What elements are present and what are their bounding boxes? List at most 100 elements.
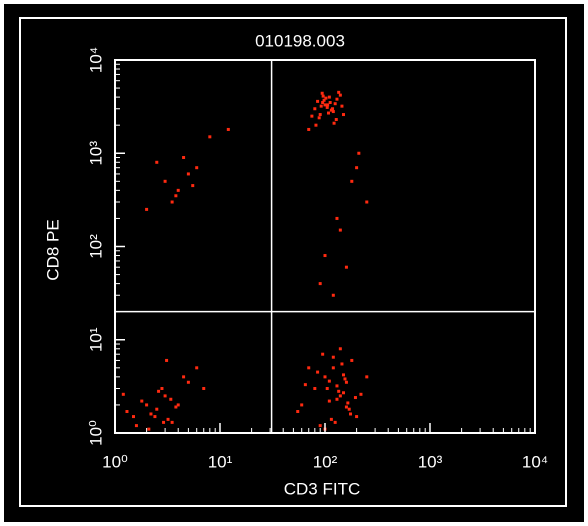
data-point bbox=[318, 424, 322, 428]
background bbox=[4, 4, 584, 522]
data-point bbox=[323, 375, 327, 379]
data-point bbox=[303, 383, 307, 387]
data-point bbox=[317, 116, 321, 120]
data-point bbox=[208, 135, 212, 139]
data-point bbox=[195, 166, 199, 170]
data-point bbox=[328, 101, 332, 105]
data-point bbox=[313, 387, 317, 391]
data-point bbox=[355, 166, 359, 170]
data-point bbox=[191, 184, 195, 188]
data-point bbox=[365, 375, 369, 379]
data-point bbox=[327, 111, 331, 115]
y-tick-label: 10² bbox=[86, 234, 105, 259]
data-point bbox=[331, 107, 335, 111]
data-point bbox=[140, 399, 144, 403]
data-point bbox=[338, 228, 342, 232]
data-point bbox=[176, 403, 180, 407]
data-point bbox=[162, 420, 166, 424]
data-point bbox=[169, 397, 173, 401]
data-point bbox=[186, 380, 190, 384]
y-tick-label: 10⁴ bbox=[86, 47, 105, 73]
data-point bbox=[333, 420, 337, 424]
data-point bbox=[334, 118, 338, 122]
data-point bbox=[176, 188, 180, 192]
data-point bbox=[332, 121, 336, 125]
data-point bbox=[344, 405, 348, 409]
frame bbox=[19, 17, 567, 507]
data-point bbox=[320, 91, 324, 95]
data-point bbox=[182, 156, 186, 160]
data-point bbox=[335, 216, 339, 220]
data-point bbox=[186, 172, 190, 176]
data-point bbox=[327, 399, 331, 403]
data-point bbox=[321, 352, 325, 356]
data-point bbox=[335, 97, 339, 101]
data-point bbox=[340, 104, 344, 108]
x-tick-label: 10³ bbox=[418, 452, 443, 471]
data-point bbox=[323, 254, 327, 258]
data-point bbox=[323, 103, 327, 107]
data-point bbox=[338, 93, 342, 97]
data-point bbox=[344, 380, 348, 384]
data-point bbox=[353, 396, 357, 400]
data-point bbox=[331, 110, 335, 114]
data-point bbox=[341, 391, 345, 395]
x-axis-label: CD3 FITC bbox=[284, 479, 361, 498]
data-point bbox=[307, 127, 311, 131]
data-point bbox=[163, 179, 167, 183]
data-point bbox=[326, 103, 330, 107]
data-point bbox=[344, 265, 348, 269]
data-point bbox=[341, 373, 345, 377]
data-point bbox=[316, 99, 320, 103]
data-point bbox=[145, 403, 149, 407]
x-tick-label: 10² bbox=[313, 452, 338, 471]
data-point bbox=[324, 96, 328, 100]
chart-title: 010198.003 bbox=[255, 31, 345, 50]
y-axis-label: CD8 PE bbox=[43, 219, 62, 280]
data-point bbox=[365, 200, 369, 204]
x-tick-label: 10¹ bbox=[208, 452, 233, 471]
data-point bbox=[337, 389, 341, 393]
data-point bbox=[357, 151, 361, 155]
data-point bbox=[147, 427, 151, 431]
y-tick-label: 10¹ bbox=[86, 327, 105, 352]
data-point bbox=[325, 387, 329, 391]
data-point bbox=[155, 160, 159, 164]
x-tick-label: 10⁰ bbox=[102, 452, 128, 471]
data-point bbox=[166, 417, 170, 421]
data-point bbox=[131, 415, 135, 419]
data-point bbox=[296, 410, 300, 414]
data-point bbox=[316, 370, 320, 374]
data-point bbox=[338, 347, 342, 351]
data-point bbox=[134, 424, 138, 428]
data-point bbox=[325, 105, 329, 109]
data-point bbox=[335, 384, 339, 388]
data-point bbox=[327, 95, 331, 99]
data-point bbox=[170, 200, 174, 204]
data-point bbox=[160, 387, 164, 391]
data-point bbox=[165, 358, 169, 362]
data-point bbox=[321, 101, 325, 105]
data-point bbox=[174, 405, 178, 409]
data-point bbox=[318, 282, 322, 286]
data-point bbox=[331, 355, 335, 359]
data-point bbox=[322, 98, 326, 102]
data-point bbox=[327, 379, 331, 383]
data-point bbox=[359, 392, 363, 396]
data-point bbox=[319, 104, 323, 108]
data-point bbox=[300, 403, 304, 407]
data-point bbox=[338, 394, 342, 398]
data-point bbox=[335, 397, 339, 401]
data-point bbox=[125, 410, 129, 414]
data-point bbox=[331, 366, 335, 370]
data-point bbox=[343, 377, 347, 381]
data-point bbox=[149, 412, 153, 416]
data-point bbox=[331, 293, 335, 297]
data-point bbox=[350, 358, 354, 362]
data-point bbox=[313, 107, 317, 111]
data-point bbox=[329, 417, 333, 421]
data-point bbox=[307, 366, 311, 370]
y-tick-label: 10⁰ bbox=[86, 420, 105, 446]
data-point bbox=[318, 113, 322, 117]
